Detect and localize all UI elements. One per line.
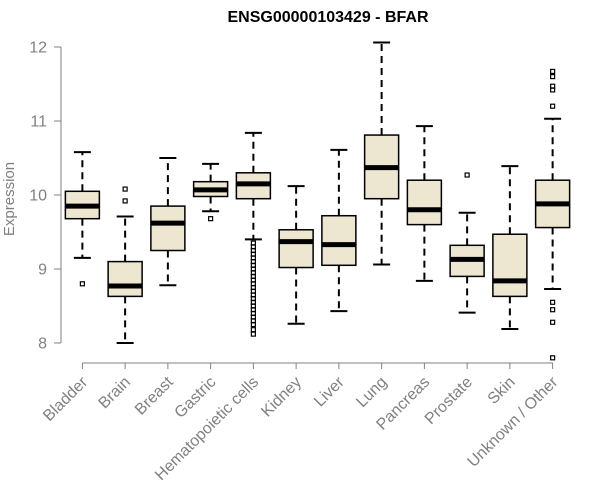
outlier-point: [79, 281, 85, 287]
x-tick-label: Kidney: [258, 374, 305, 421]
box-kidney: [278, 185, 314, 325]
x-tick-label: Breast: [132, 373, 177, 418]
box-hematopoietic-cells: [235, 131, 272, 337]
x-tick-label: Bladder: [40, 373, 91, 424]
x-tick-label: Lung: [353, 374, 390, 411]
outlier-point: [550, 103, 556, 109]
outlier-point: [464, 172, 470, 178]
outlier-point: [550, 83, 556, 89]
box-iqr: [278, 229, 314, 269]
box-skin: [492, 165, 528, 330]
boxes-group: [64, 41, 571, 361]
x-tick-label: Prostate: [422, 374, 476, 428]
outlier-point: [550, 355, 556, 361]
box-gastric: [192, 162, 229, 222]
x-tick-label: Brain: [96, 374, 134, 412]
outlier-point: [550, 68, 556, 75]
y-axis: 8 9 10 11 12: [29, 40, 62, 353]
box-pancreas: [406, 125, 443, 282]
box-iqr: [107, 260, 143, 298]
chart-title: ENSG00000103429 - BFAR: [228, 9, 429, 26]
outlier-point: [122, 186, 128, 192]
outlier-point: [250, 327, 256, 333]
box-iqr: [406, 179, 443, 226]
box-breast: [150, 157, 186, 287]
box-liver: [321, 148, 357, 313]
outlier-point: [208, 216, 214, 222]
outlier-point: [550, 319, 556, 325]
outlier-point: [550, 299, 556, 305]
y-tick-label: 12: [29, 40, 47, 57]
outlier-point: [250, 331, 256, 337]
box-iqr: [492, 233, 528, 298]
y-tick-label: 10: [29, 188, 47, 205]
y-axis-label: Expression: [1, 162, 18, 236]
box-bladder: [64, 151, 101, 287]
x-tick-label: Liver: [311, 373, 348, 410]
box-brain: [107, 186, 143, 344]
outlier-point: [550, 73, 556, 80]
y-tick-label: 9: [38, 262, 47, 279]
outlier-point: [250, 240, 256, 246]
box-iqr: [321, 214, 357, 267]
y-tick-label: 11: [30, 114, 47, 131]
box-iqr: [150, 205, 186, 252]
x-tick-label: Skin: [485, 374, 519, 408]
outlier-point: [550, 307, 556, 313]
outlier-point: [122, 198, 128, 204]
box-prostate: [449, 172, 485, 314]
y-tick-label: 8: [38, 336, 47, 353]
box-lung: [363, 41, 400, 266]
box-unknown-other: [534, 68, 571, 361]
